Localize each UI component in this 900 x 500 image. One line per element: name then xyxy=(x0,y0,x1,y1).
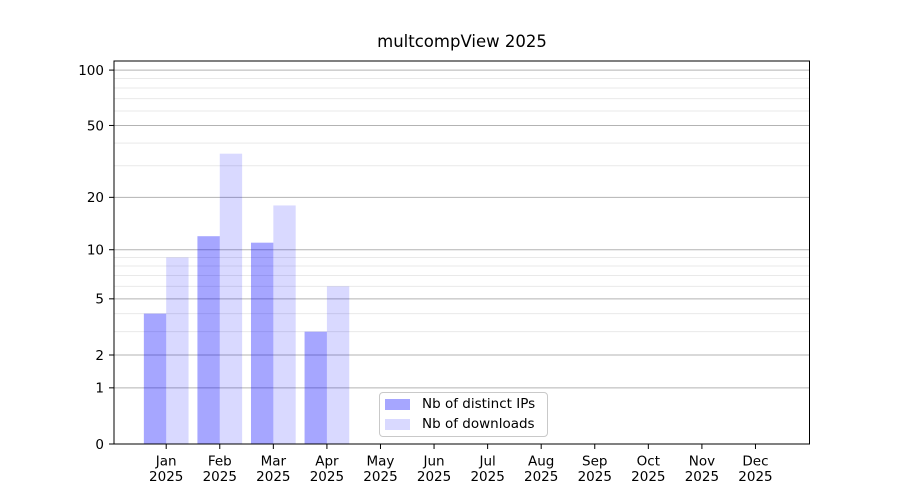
x-tick-label-month: Mar xyxy=(261,454,287,470)
x-tick-label-month: Nov xyxy=(689,454,715,470)
x-tick-label-year: 2025 xyxy=(310,469,344,485)
bar-mar-downloads xyxy=(273,205,296,444)
legend-swatch-distinct-ips xyxy=(385,399,410,410)
x-tick-label-year: 2025 xyxy=(149,469,183,485)
tick-marks xyxy=(109,69,756,449)
series-ips xyxy=(143,236,327,444)
legend-label-distinct-ips: Nb of distinct IPs xyxy=(422,396,536,413)
y-tick-label: 10 xyxy=(87,243,104,259)
x-tick-label-month: Dec xyxy=(742,454,768,470)
legend-label-downloads: Nb of downloads xyxy=(422,416,535,432)
legend: Nb of distinct IPs Nb of downloads xyxy=(379,392,548,437)
y-tick-label: 2 xyxy=(95,348,104,364)
y-tick-label: 50 xyxy=(87,118,104,134)
legend-swatch-downloads xyxy=(385,419,410,430)
x-tick-label-month: Aug xyxy=(528,454,554,470)
series-downloads xyxy=(166,153,350,444)
bar-apr-downloads xyxy=(326,286,350,444)
x-tick-label-month: Sep xyxy=(582,454,607,470)
x-tick-label-month: Feb xyxy=(208,454,232,470)
y-tick-label: 1 xyxy=(95,381,104,397)
bar-jan-ips xyxy=(143,313,167,444)
x-tick-label-month: Jun xyxy=(423,454,445,470)
axes-spines xyxy=(113,60,810,445)
legend-item-downloads: Nb of downloads xyxy=(385,417,547,432)
major-gridlines xyxy=(114,69,810,389)
x-tick-label-year: 2025 xyxy=(417,469,451,485)
x-tick-label-year: 2025 xyxy=(203,469,237,485)
x-tick-label-year: 2025 xyxy=(470,469,504,485)
chart-title: multcompView 2025 xyxy=(377,32,547,51)
bar-feb-ips xyxy=(197,236,220,444)
minor-gridlines xyxy=(114,78,810,333)
tick-labels: 0125102050100Jan2025Feb2025Mar2025Apr202… xyxy=(78,63,772,485)
x-tick-label-year: 2025 xyxy=(685,469,719,485)
bar-feb-downloads xyxy=(219,153,243,444)
y-tick-label: 5 xyxy=(95,292,104,308)
x-tick-label-month: Oct xyxy=(637,454,660,470)
y-tick-label: 100 xyxy=(78,63,104,79)
x-tick-label-year: 2025 xyxy=(256,469,290,485)
x-tick-label-year: 2025 xyxy=(524,469,558,485)
x-tick-label-month: May xyxy=(367,454,395,470)
legend-item-distinct-ips: Nb of distinct IPs xyxy=(385,397,547,412)
x-tick-label-year: 2025 xyxy=(578,469,612,485)
bar-mar-ips xyxy=(250,242,274,444)
x-tick-label-month: Jul xyxy=(478,454,495,470)
x-tick-label-month: Jan xyxy=(155,454,177,470)
y-tick-label: 20 xyxy=(87,190,104,206)
x-tick-label-month: Apr xyxy=(315,454,339,470)
bar-jan-downloads xyxy=(166,257,189,444)
bar-apr-ips xyxy=(304,331,327,444)
x-tick-label-year: 2025 xyxy=(738,469,772,485)
x-tick-label-year: 2025 xyxy=(363,469,397,485)
y-tick-label: 0 xyxy=(95,437,104,453)
x-tick-label-year: 2025 xyxy=(631,469,665,485)
